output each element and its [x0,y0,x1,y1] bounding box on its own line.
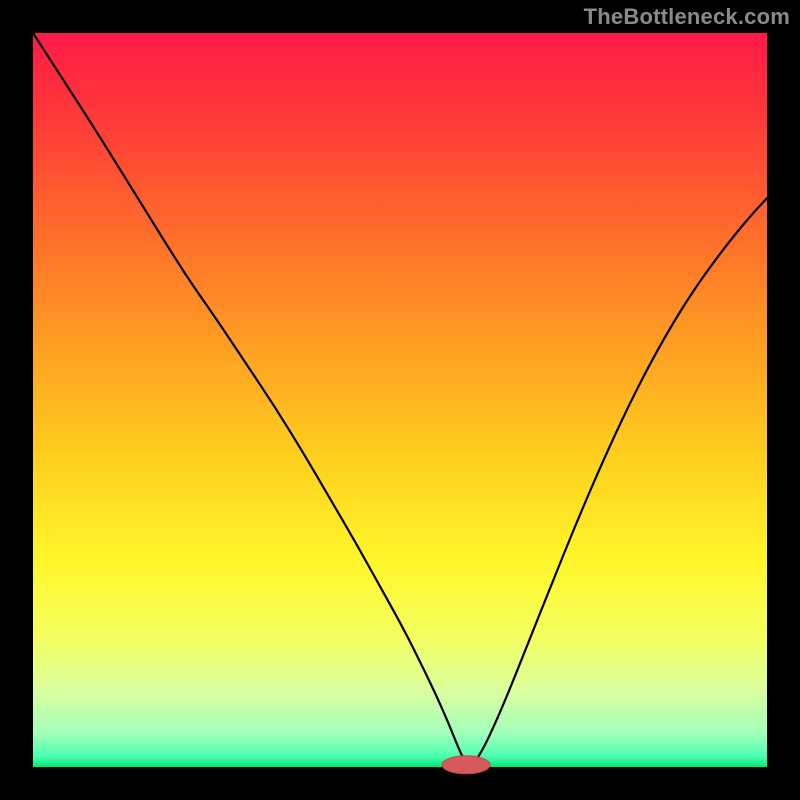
optimum-marker [442,756,490,774]
watermark-text: TheBottleneck.com [584,4,790,30]
plot-background [33,33,767,767]
chart-container: TheBottleneck.com [0,0,800,800]
bottleneck-chart [0,0,800,800]
